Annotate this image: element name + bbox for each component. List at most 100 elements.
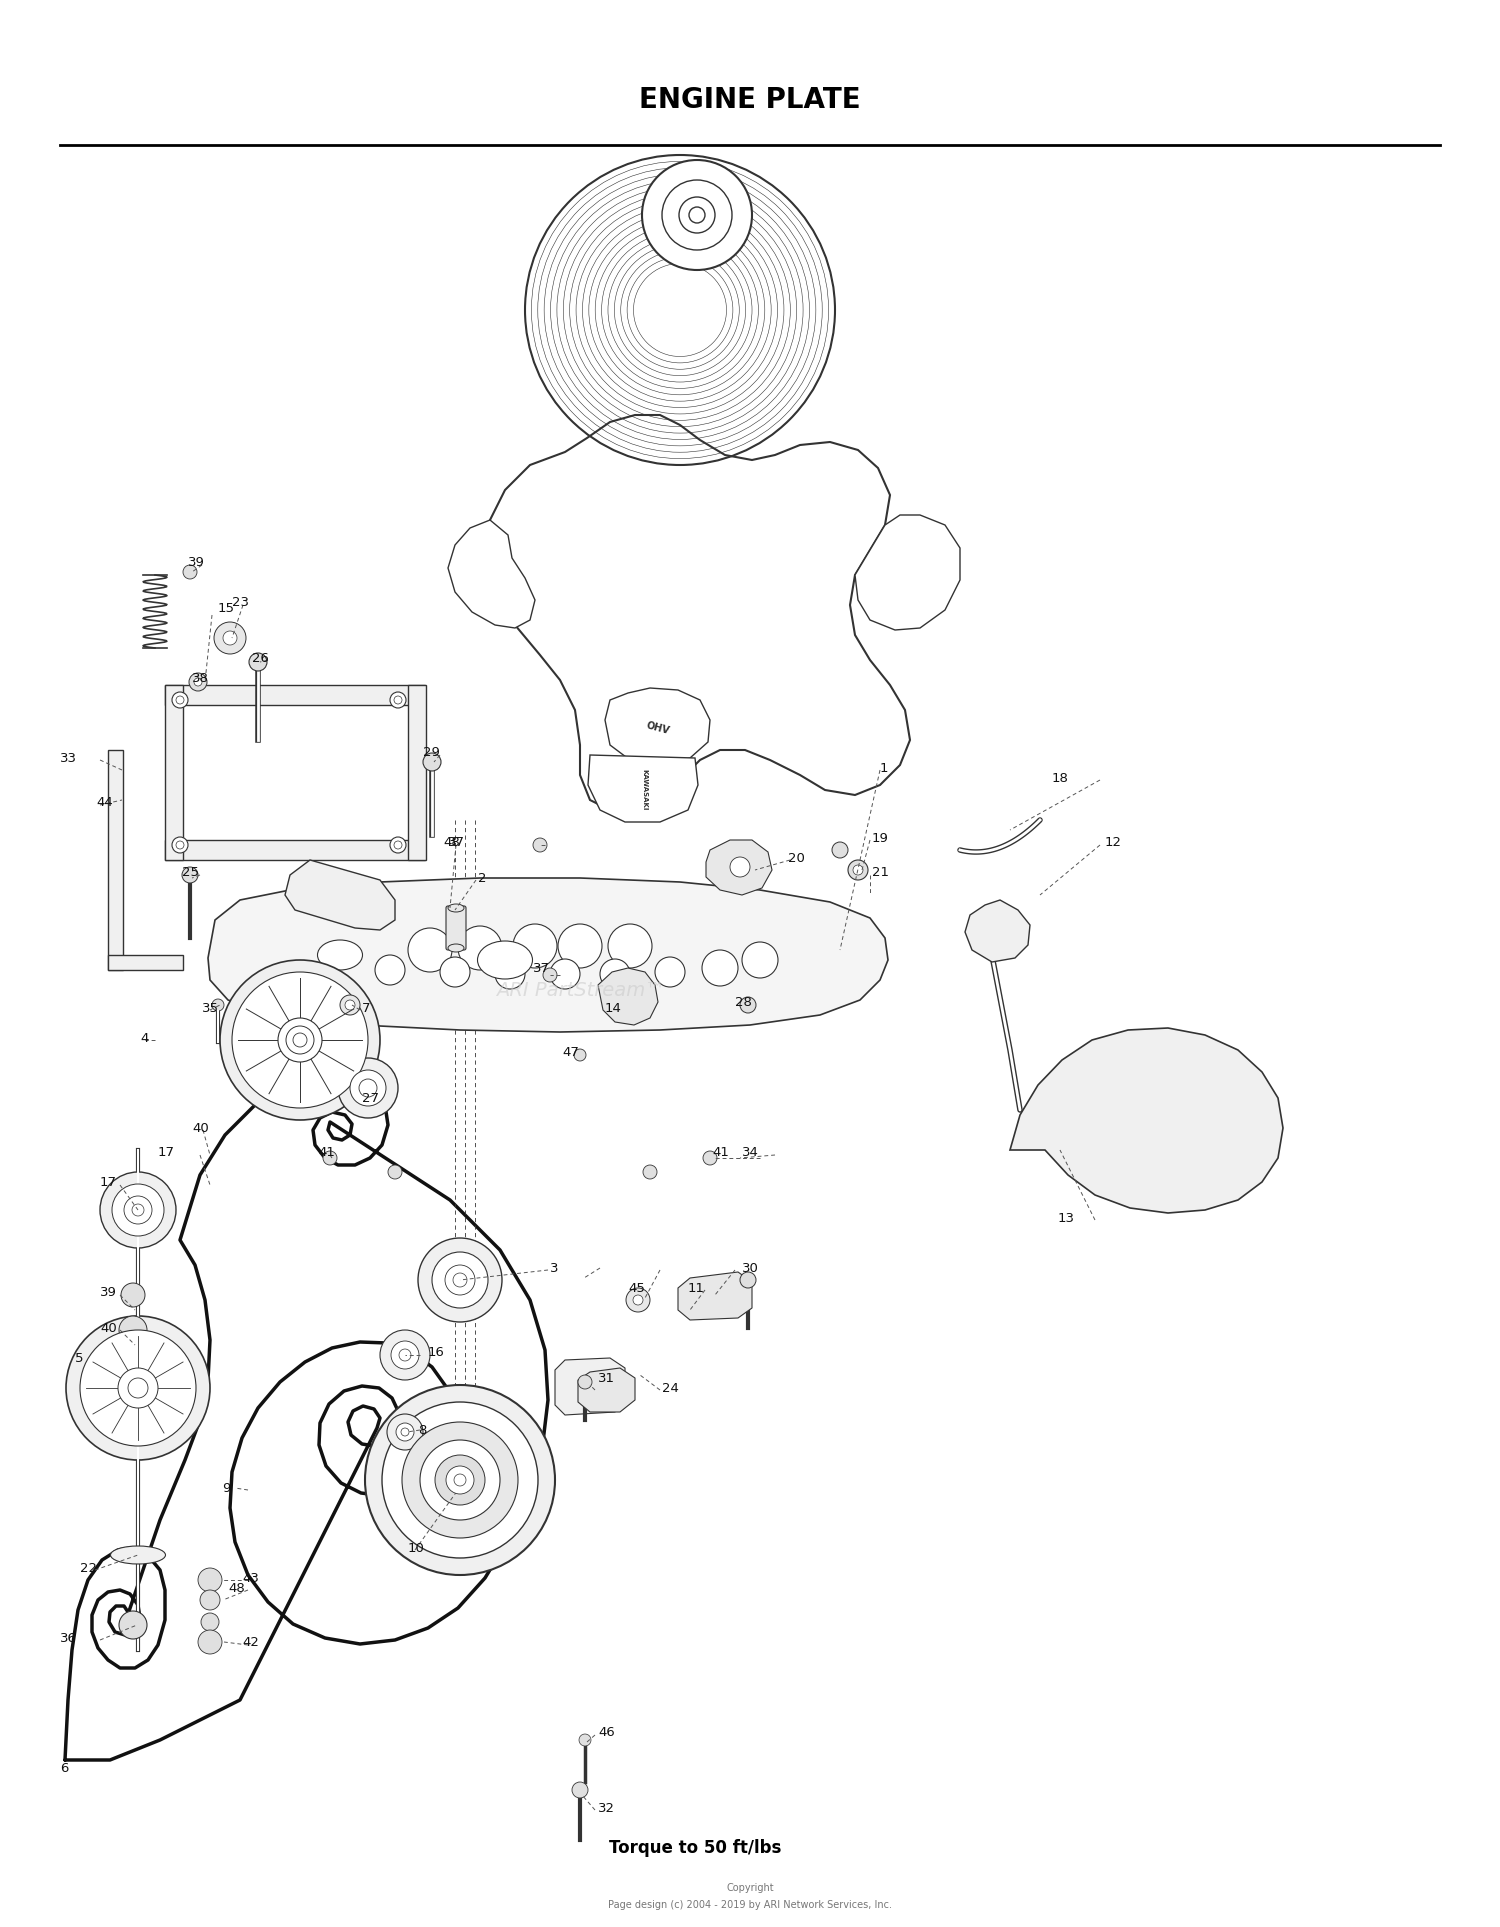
Polygon shape	[578, 1368, 634, 1412]
Text: 6: 6	[60, 1761, 69, 1775]
Text: 27: 27	[362, 1091, 380, 1104]
Circle shape	[495, 960, 525, 989]
Circle shape	[572, 1782, 588, 1798]
Circle shape	[118, 1316, 147, 1343]
Text: 15: 15	[217, 601, 236, 615]
Circle shape	[423, 753, 441, 771]
Circle shape	[704, 1150, 717, 1166]
Circle shape	[458, 927, 503, 969]
Polygon shape	[448, 520, 536, 628]
Circle shape	[400, 1428, 410, 1436]
Text: 48: 48	[228, 1582, 244, 1594]
Circle shape	[446, 1264, 476, 1295]
Circle shape	[833, 842, 848, 858]
Polygon shape	[1010, 1027, 1282, 1212]
Circle shape	[742, 942, 778, 979]
Text: 21: 21	[871, 867, 889, 879]
FancyBboxPatch shape	[165, 840, 424, 859]
Circle shape	[558, 925, 602, 967]
Polygon shape	[285, 859, 394, 931]
Text: 17: 17	[100, 1177, 117, 1189]
Circle shape	[454, 1474, 466, 1486]
Circle shape	[532, 838, 548, 852]
Circle shape	[388, 1166, 402, 1179]
Text: 39: 39	[100, 1287, 117, 1299]
Text: 12: 12	[1106, 836, 1122, 850]
Circle shape	[340, 994, 360, 1016]
Text: 20: 20	[788, 852, 806, 865]
Circle shape	[345, 1000, 355, 1010]
Text: 39: 39	[188, 557, 206, 570]
Text: 19: 19	[871, 831, 889, 844]
Circle shape	[578, 1376, 592, 1389]
Circle shape	[574, 1048, 586, 1062]
Circle shape	[112, 1183, 164, 1235]
Circle shape	[128, 1378, 148, 1397]
Circle shape	[100, 1172, 176, 1249]
Polygon shape	[488, 414, 910, 809]
Circle shape	[396, 1422, 414, 1441]
Circle shape	[543, 967, 556, 983]
Ellipse shape	[448, 944, 464, 952]
Text: Copyright: Copyright	[726, 1883, 774, 1892]
Circle shape	[198, 1569, 222, 1592]
Text: 43: 43	[242, 1572, 260, 1584]
Text: 37: 37	[532, 962, 550, 975]
Circle shape	[642, 160, 752, 270]
Circle shape	[740, 996, 756, 1014]
Circle shape	[853, 865, 862, 875]
Circle shape	[183, 565, 196, 578]
Circle shape	[200, 1590, 220, 1609]
Circle shape	[80, 1330, 196, 1445]
Text: KAWASAKI: KAWASAKI	[640, 769, 646, 811]
Circle shape	[375, 956, 405, 985]
Text: 10: 10	[408, 1542, 424, 1555]
Circle shape	[232, 971, 368, 1108]
Circle shape	[740, 1272, 756, 1287]
Polygon shape	[598, 967, 658, 1025]
Polygon shape	[964, 900, 1030, 962]
Polygon shape	[588, 755, 698, 823]
Circle shape	[292, 1033, 308, 1046]
Text: 23: 23	[232, 597, 249, 609]
Text: 11: 11	[688, 1281, 705, 1295]
Text: 42: 42	[242, 1636, 260, 1650]
Text: 30: 30	[742, 1262, 759, 1274]
Circle shape	[550, 960, 580, 989]
Circle shape	[338, 1058, 398, 1118]
Text: 46: 46	[598, 1727, 615, 1740]
Circle shape	[579, 1734, 591, 1746]
Circle shape	[387, 1414, 423, 1449]
Text: 31: 31	[598, 1372, 615, 1384]
Circle shape	[122, 1283, 146, 1307]
Text: 35: 35	[202, 1002, 219, 1014]
Circle shape	[132, 1204, 144, 1216]
Circle shape	[214, 622, 246, 653]
Text: Torque to 50 ft/lbs: Torque to 50 ft/lbs	[609, 1838, 782, 1858]
Circle shape	[358, 1079, 376, 1096]
Circle shape	[194, 678, 202, 686]
Circle shape	[66, 1316, 210, 1461]
Circle shape	[390, 692, 406, 707]
Text: 37: 37	[448, 836, 465, 850]
Circle shape	[420, 1439, 500, 1520]
Text: 40: 40	[192, 1122, 208, 1135]
Circle shape	[201, 1613, 219, 1630]
Circle shape	[513, 925, 556, 967]
Text: 38: 38	[192, 671, 208, 684]
FancyBboxPatch shape	[408, 684, 426, 859]
Circle shape	[220, 960, 380, 1120]
Circle shape	[189, 673, 207, 692]
Text: 22: 22	[80, 1561, 98, 1574]
FancyBboxPatch shape	[108, 956, 183, 969]
Circle shape	[176, 696, 184, 703]
Circle shape	[123, 1355, 142, 1376]
Polygon shape	[678, 1272, 752, 1320]
Text: 5: 5	[75, 1351, 84, 1364]
Circle shape	[702, 950, 738, 987]
Text: 24: 24	[662, 1382, 680, 1395]
Circle shape	[380, 1330, 430, 1380]
Circle shape	[408, 929, 452, 971]
Circle shape	[364, 1386, 555, 1574]
Polygon shape	[604, 688, 709, 765]
